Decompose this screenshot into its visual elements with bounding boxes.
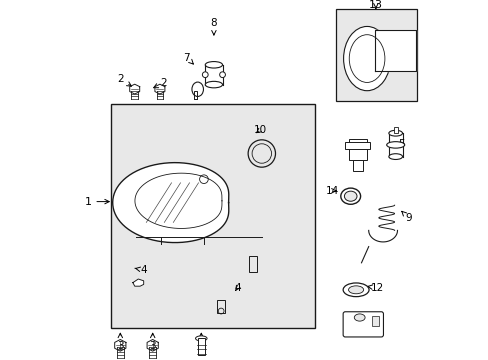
Text: 2: 2 [117, 74, 131, 86]
Text: 13: 13 [368, 0, 382, 10]
Bar [371, 316, 378, 326]
FancyBboxPatch shape [343, 312, 383, 337]
Ellipse shape [205, 62, 222, 68]
Text: 5: 5 [397, 139, 404, 149]
Bar [352, 160, 363, 171]
Text: 6: 6 [348, 139, 357, 152]
Ellipse shape [388, 154, 402, 159]
Bar [348, 139, 366, 160]
Text: 11: 11 [370, 319, 384, 329]
Circle shape [202, 72, 208, 77]
Text: 9: 9 [401, 211, 411, 223]
Text: 4: 4 [135, 265, 147, 275]
Polygon shape [115, 339, 125, 351]
Polygon shape [129, 84, 140, 94]
Text: 14: 14 [325, 186, 339, 196]
Text: 3: 3 [117, 333, 123, 351]
Polygon shape [112, 163, 228, 243]
Text: 8: 8 [210, 18, 217, 35]
Ellipse shape [343, 26, 390, 91]
Text: 4: 4 [234, 283, 240, 293]
Ellipse shape [205, 81, 222, 88]
Text: 2: 2 [153, 78, 166, 88]
Ellipse shape [348, 286, 363, 294]
Circle shape [219, 72, 225, 77]
Ellipse shape [340, 188, 360, 204]
Ellipse shape [343, 283, 368, 297]
Bar [393, 127, 397, 133]
Polygon shape [147, 339, 158, 351]
Polygon shape [374, 30, 415, 71]
Polygon shape [155, 84, 164, 94]
Text: 1: 1 [84, 197, 109, 207]
Polygon shape [133, 279, 143, 286]
Ellipse shape [344, 191, 356, 201]
Bar [111, 104, 314, 328]
Bar [336, 9, 416, 101]
Ellipse shape [388, 130, 402, 136]
Text: 7: 7 [183, 53, 193, 64]
Ellipse shape [192, 82, 203, 96]
Text: 12: 12 [367, 283, 384, 293]
Text: 10: 10 [254, 125, 267, 135]
Bar [194, 91, 197, 99]
Text: 3: 3 [149, 333, 156, 351]
Ellipse shape [195, 336, 206, 341]
Ellipse shape [386, 142, 404, 148]
Bar [216, 300, 225, 313]
Bar [197, 338, 204, 355]
Text: 3: 3 [198, 333, 204, 351]
Bar [248, 256, 256, 272]
Bar [345, 142, 370, 149]
Ellipse shape [354, 314, 365, 321]
